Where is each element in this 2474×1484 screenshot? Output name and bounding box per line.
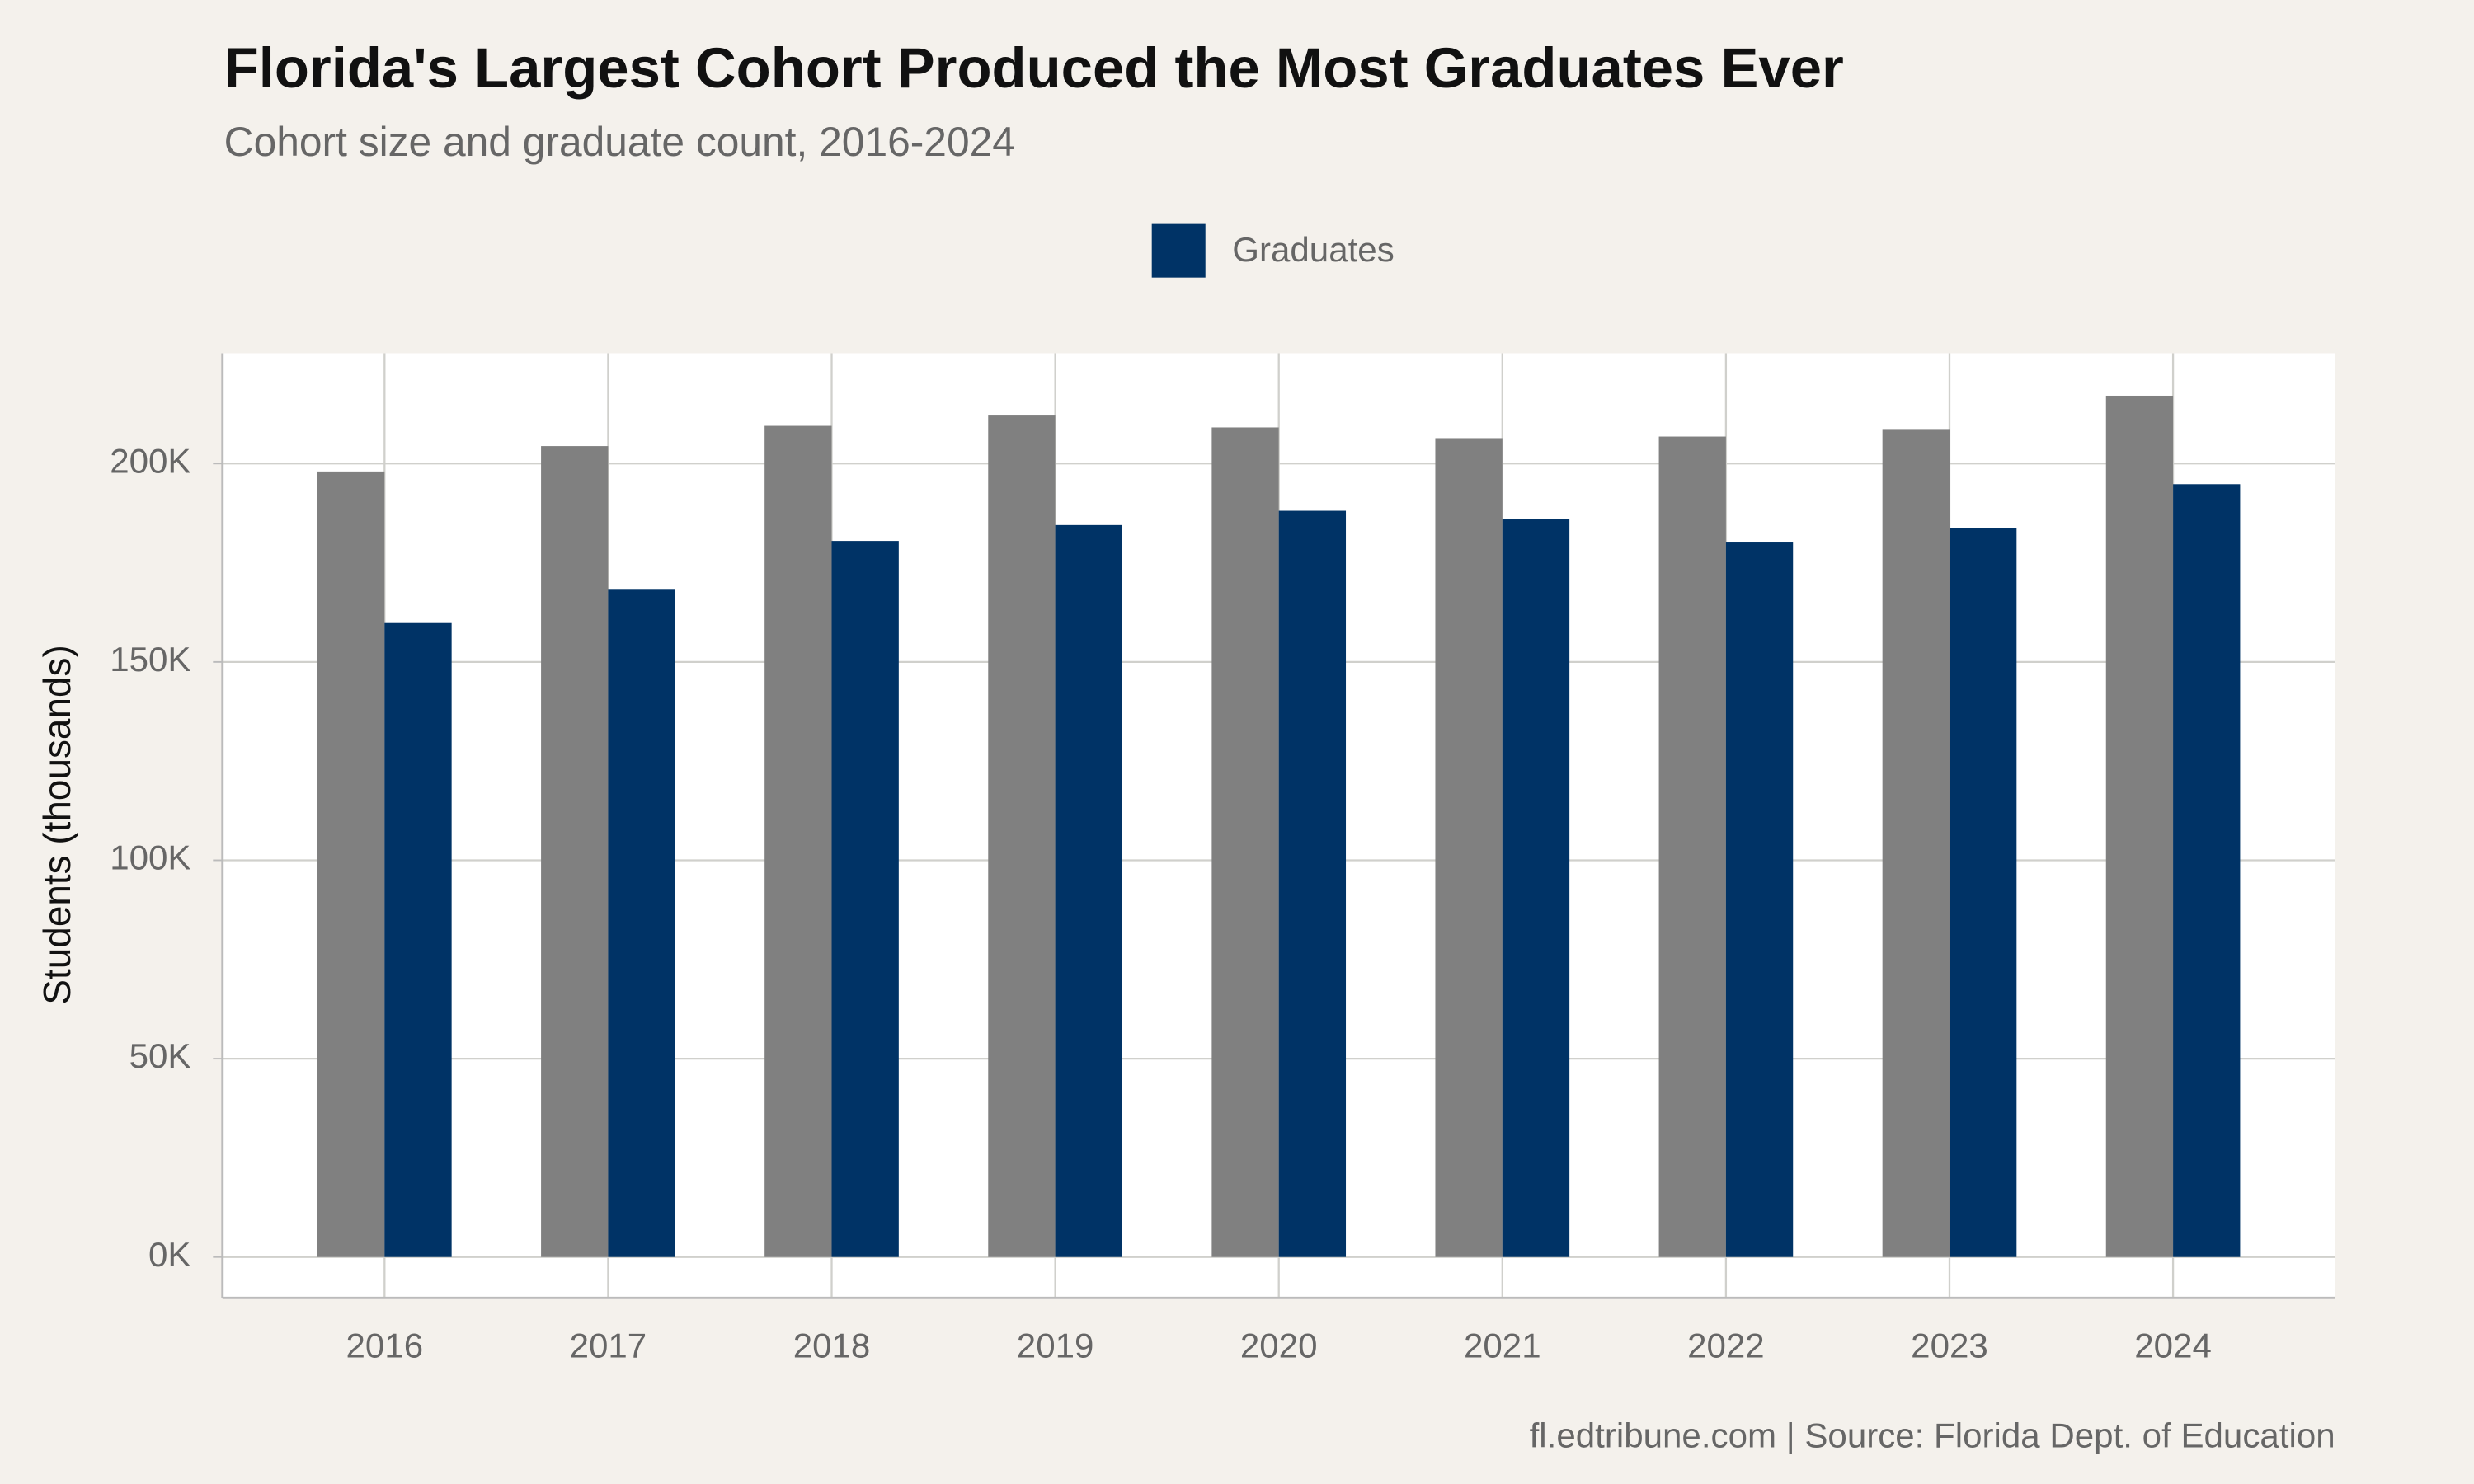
bar — [831, 541, 899, 1257]
y-tick-label: 150K — [110, 640, 190, 679]
bar — [1211, 427, 1279, 1257]
x-tick-label: 2023 — [1911, 1327, 1988, 1365]
bar — [988, 415, 1056, 1257]
bar — [764, 425, 832, 1257]
x-tick-label: 2019 — [1017, 1327, 1094, 1365]
bar — [1278, 510, 1347, 1257]
x-tick-label: 2022 — [1687, 1327, 1765, 1365]
y-tick-label: 100K — [110, 838, 190, 877]
bar — [1502, 519, 1570, 1257]
bar — [1882, 429, 1950, 1257]
legend-label: Graduates — [1232, 230, 1395, 269]
bar — [2173, 484, 2241, 1257]
y-tick-label: 50K — [129, 1036, 191, 1075]
bar — [1725, 542, 1794, 1257]
x-tick-label: 2018 — [793, 1327, 871, 1365]
x-tick-label: 2017 — [570, 1327, 647, 1365]
x-tick-label: 2016 — [346, 1327, 424, 1365]
y-tick-label: 0K — [148, 1235, 190, 1274]
bar — [384, 622, 452, 1257]
bar — [317, 471, 385, 1257]
x-tick-label: 2024 — [2134, 1327, 2212, 1365]
bar — [1658, 436, 1726, 1257]
y-tick-label: 200K — [110, 441, 190, 480]
bar — [1055, 524, 1122, 1257]
bar — [541, 446, 609, 1257]
bar — [1435, 438, 1503, 1257]
chart-title: Florida's Largest Cohort Produced the Mo… — [224, 36, 1844, 100]
x-tick-label: 2021 — [1464, 1327, 1541, 1365]
y-axis-label: Students (thousands) — [35, 645, 78, 1004]
bar — [1949, 528, 2017, 1257]
bar — [608, 589, 675, 1257]
x-tick-label: 2020 — [1240, 1327, 1318, 1365]
caption: fl.edtribune.com | Source: Florida Dept.… — [1530, 1416, 2335, 1455]
bar — [2105, 395, 2174, 1257]
legend-swatch — [1151, 223, 1206, 278]
marks — [317, 395, 2241, 1257]
chart-subtitle: Cohort size and graduate count, 2016-202… — [224, 119, 1015, 165]
